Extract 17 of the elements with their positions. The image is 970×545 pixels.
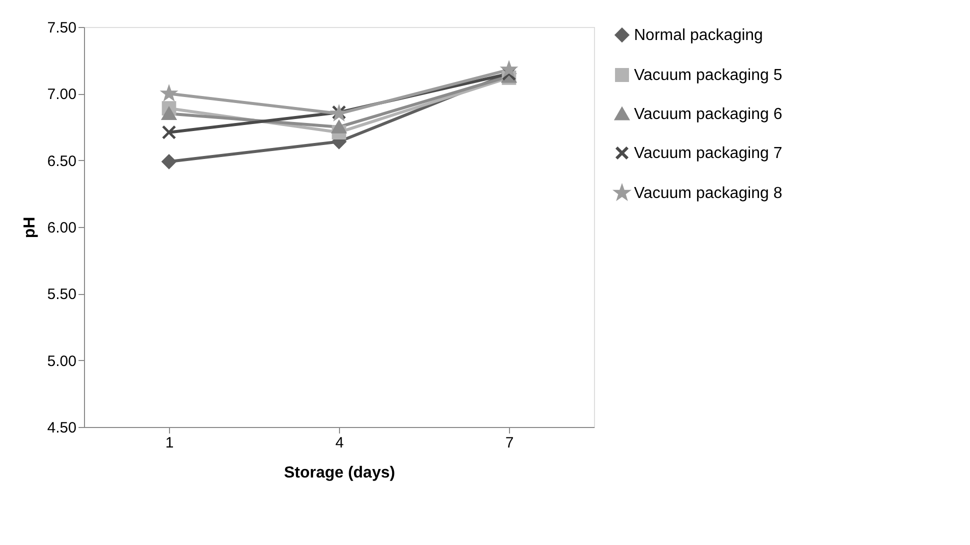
x-axis-title: Storage (days) — [284, 464, 396, 482]
x-tick-label: 7 — [505, 434, 514, 452]
y-tick-label: 6.50 — [47, 152, 76, 170]
legend-label: Vacuum packaging 7 — [634, 145, 782, 162]
x-tick-label: 4 — [335, 434, 344, 452]
y-tick-label: 7.50 — [47, 20, 76, 36]
legend-label: Vacuum packaging 5 — [634, 67, 782, 84]
legend-label: Normal packaging — [634, 27, 763, 44]
x-tick-label: 1 — [165, 434, 174, 452]
y-tick-label: 6.00 — [47, 220, 76, 236]
y-tick-label: 5.50 — [47, 286, 76, 304]
y-tick-label: 4.50 — [47, 420, 76, 436]
legend-label: Vacuum packaging 6 — [634, 106, 782, 123]
y-tick-label: 5.00 — [47, 352, 76, 370]
y-tick-label: 7.00 — [47, 86, 76, 104]
legend-label: Vacuum packaging 8 — [634, 185, 782, 202]
y-axis-title: pH — [21, 216, 38, 238]
